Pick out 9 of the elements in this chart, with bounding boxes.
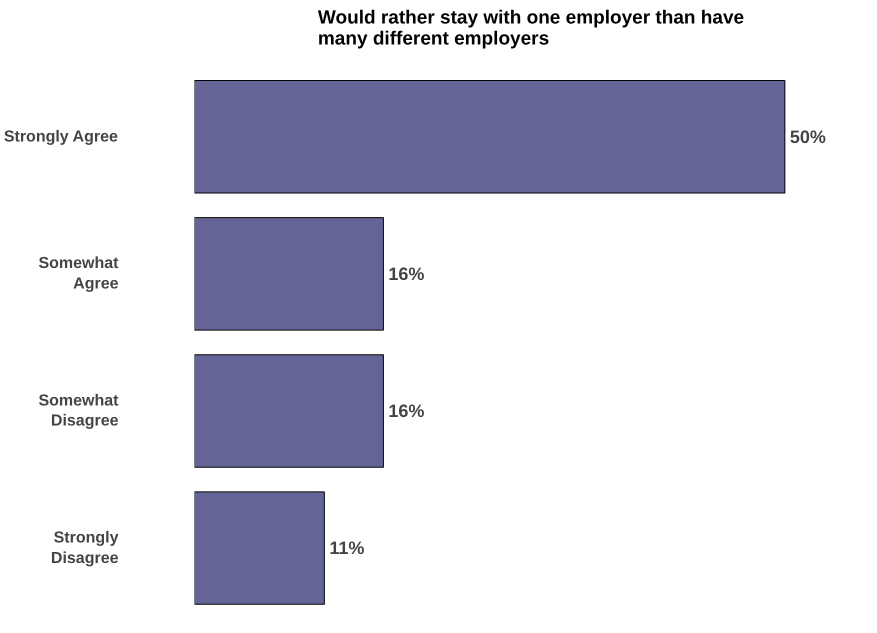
y-tick-label: Somewhat Disagree [38,392,120,430]
data-label: 16% [388,400,424,421]
y-tick-label: Strongly Disagree [50,529,119,567]
data-label: 16% [388,264,424,284]
data-label: 11% [329,538,364,558]
y-tick-label: Somewhat Agree [38,255,120,293]
data-label: 50% [790,126,826,147]
y-tick-label: Strongly Agree [4,128,118,146]
chart-title: Would rather stay with one employer than have many different employers [318,8,744,50]
